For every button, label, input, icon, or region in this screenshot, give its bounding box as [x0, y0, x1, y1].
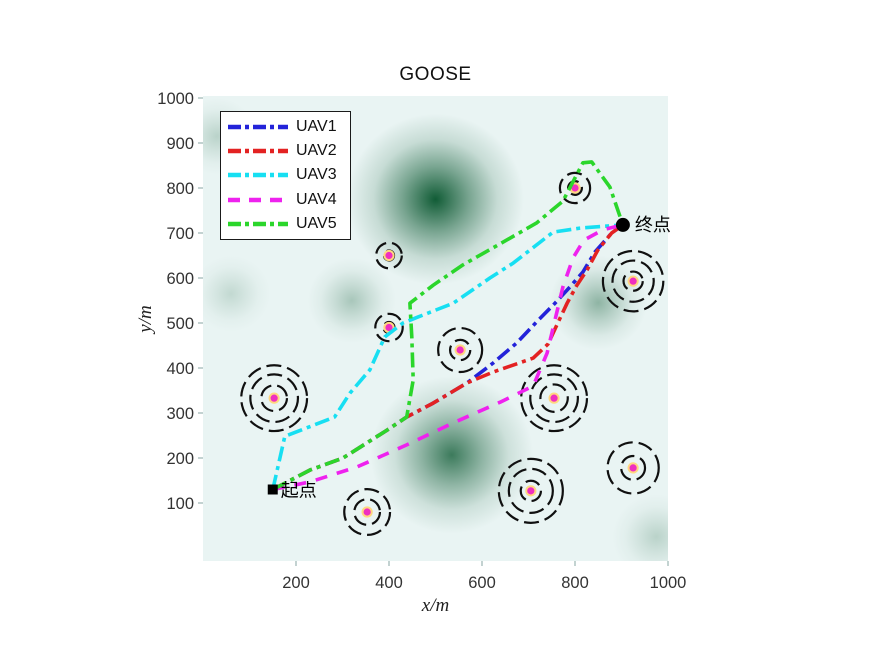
- obstacle-center-dot: [525, 485, 537, 497]
- legend-line-sample: [228, 149, 288, 154]
- obstacle-center-dot: [627, 462, 639, 474]
- legend-line-sample: [228, 197, 288, 202]
- obstacle-center-dot: [361, 506, 373, 518]
- obstacle: [606, 441, 660, 495]
- chart-title: GOOSE: [399, 64, 472, 85]
- threat-blob: [307, 257, 396, 344]
- obstacle-ring: [520, 364, 589, 433]
- uav-path-uav2: [271, 223, 624, 492]
- obstacle-ring: [437, 326, 484, 374]
- obstacle-center-dot: [383, 249, 395, 262]
- uav-path-uav5: [271, 160, 625, 492]
- y-tick-label: 500: [166, 315, 194, 333]
- legend-entry-uav4: UAV4: [221, 188, 350, 212]
- start-marker: [267, 484, 278, 495]
- y-tick-label: 600: [166, 270, 194, 288]
- obstacle-ring: [620, 454, 647, 481]
- threat-blob: [347, 113, 524, 285]
- obstacle-ring: [507, 467, 554, 514]
- plot-inner-group: [203, 97, 668, 561]
- y-tick-label: 700: [166, 225, 194, 243]
- y-tick-label: 800: [166, 180, 194, 198]
- legend-entry-uav3: UAV3: [221, 163, 350, 187]
- x-tick-label: 200: [282, 574, 310, 592]
- uav-path-uav1: [271, 223, 624, 492]
- obstacle: [497, 457, 564, 524]
- legend-entry-uav1: UAV1: [221, 115, 350, 139]
- legend-entry-uav5: UAV5: [221, 212, 350, 236]
- x-tick-label: 800: [561, 574, 589, 592]
- obstacle-center-dot: [454, 344, 466, 356]
- threat-blob: [203, 255, 271, 333]
- obstacle-ring: [558, 171, 592, 205]
- y-tick-label: 100: [166, 495, 194, 513]
- obstacle-ring: [519, 479, 543, 503]
- y-axis-label: y/m: [135, 305, 156, 333]
- obstacle: [437, 326, 484, 374]
- y-tick-label: 1000: [157, 90, 194, 108]
- obstacle-ring: [601, 249, 665, 313]
- legend-line-sample: [228, 124, 288, 130]
- obstacle-ring: [260, 384, 289, 413]
- obstacle-ring: [343, 488, 392, 537]
- obstacle-ring: [606, 441, 660, 495]
- obstacle: [558, 171, 592, 205]
- obstacle: [601, 249, 665, 313]
- legend-label: UAV1: [296, 118, 337, 136]
- x-tick-label: 400: [375, 574, 403, 592]
- x-tick-label: 600: [468, 574, 496, 592]
- y-tick-label: 400: [166, 360, 194, 378]
- legend-box: UAV1 UAV2 UAV3 UAV4 UAV5: [220, 111, 351, 240]
- obstacle: [240, 364, 309, 433]
- x-axis-label: x/m: [421, 595, 450, 616]
- threat-blob: [612, 493, 668, 561]
- obstacle: [520, 364, 589, 433]
- uav-path-uav3: [271, 223, 624, 490]
- y-tick-label: 300: [166, 405, 194, 423]
- x-tick-label: 1000: [650, 574, 687, 592]
- obstacle-center-dot: [627, 275, 639, 287]
- obstacle-ring: [448, 338, 472, 362]
- legend-line-sample: [228, 221, 288, 227]
- legend-label: UAV4: [296, 190, 337, 208]
- obstacle-ring: [375, 241, 403, 270]
- legend-label: UAV2: [296, 142, 337, 160]
- obstacle-ring: [497, 457, 564, 524]
- obstacle-ring: [240, 364, 309, 433]
- legend-label: UAV3: [296, 166, 337, 184]
- y-tick-label: 900: [166, 135, 194, 153]
- obstacle-ring: [374, 312, 404, 343]
- obstacle-ring: [249, 373, 300, 424]
- end-label: 终点: [635, 215, 671, 235]
- obstacle-center-dot: [548, 392, 560, 404]
- obstacle-ring: [622, 270, 644, 292]
- legend-line-sample: [228, 173, 288, 178]
- legend-label: UAV5: [296, 214, 337, 232]
- start-label: 起点: [281, 481, 317, 501]
- obstacle-ring: [529, 373, 579, 424]
- uav-path-uav4: [272, 223, 624, 492]
- obstacle-ring: [353, 498, 382, 526]
- end-marker: [615, 217, 630, 232]
- obstacle: [343, 488, 392, 537]
- obstacle: [375, 241, 403, 270]
- legend-entry-uav2: UAV2: [221, 139, 350, 163]
- obstacle-ring: [539, 383, 569, 413]
- y-tick-label: 200: [166, 450, 194, 468]
- obstacle-ring: [611, 259, 655, 303]
- obstacle-center-dot: [268, 392, 280, 404]
